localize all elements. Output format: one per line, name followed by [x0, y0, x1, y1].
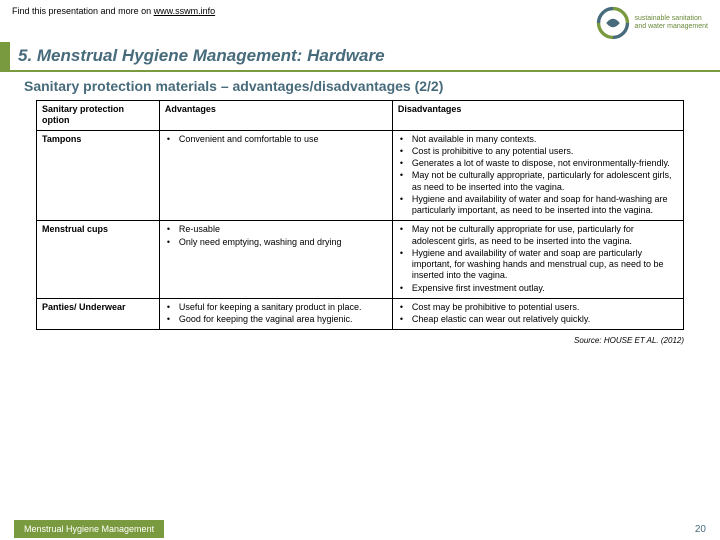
- source-link[interactable]: www.sswm.info: [154, 6, 216, 16]
- title-accent: [0, 42, 10, 72]
- list-item: Re-usable: [165, 224, 387, 235]
- subtitle: Sanitary protection materials – advantag…: [0, 78, 720, 100]
- logo: sustainable sanitation and water managem…: [596, 6, 708, 40]
- list-item: Convenient and comfortable to use: [165, 134, 387, 145]
- table-row: Tampons Convenient and comfortable to use…: [37, 130, 684, 221]
- table-header-row: Sanitary protection option Advantages Di…: [37, 101, 684, 131]
- list-item: Hygiene and availability of water and so…: [398, 248, 678, 282]
- list-item: Useful for keeping a sanitary product in…: [165, 302, 387, 313]
- list-item: Cost may be prohibitive to potential use…: [398, 302, 678, 313]
- logo-text: sustainable sanitation and water managem…: [634, 15, 708, 30]
- list-item: May not be culturally appropriate for us…: [398, 224, 678, 247]
- list-item: Expensive first investment outlay.: [398, 283, 678, 294]
- table-row: Menstrual cups Re-usable Only need emptyin…: [37, 221, 684, 299]
- advantages-cell: Re-usable Only need emptying, washing and…: [159, 221, 392, 299]
- advantages-cell: Convenient and comfortable to use: [159, 130, 392, 221]
- disadvantages-cell: May not be culturally appropriate for us…: [392, 221, 683, 299]
- col-advantages: Advantages: [159, 101, 392, 131]
- comparison-table: Sanitary protection option Advantages Di…: [36, 100, 684, 330]
- list-item: Generates a lot of waste to dispose, not…: [398, 158, 678, 169]
- header-text: Find this presentation and more on www.s…: [12, 6, 215, 16]
- list-item: Not available in many contexts.: [398, 134, 678, 145]
- option-cell: Panties/ Underwear: [37, 298, 160, 330]
- col-option: Sanitary protection option: [37, 101, 160, 131]
- table-row: Panties/ Underwear Useful for keeping a s…: [37, 298, 684, 330]
- page-number: 20: [695, 524, 706, 535]
- option-cell: Menstrual cups: [37, 221, 160, 299]
- advantages-cell: Useful for keeping a sanitary product in…: [159, 298, 392, 330]
- logo-line2: and water management: [634, 23, 708, 31]
- list-item: Cost is prohibitive to any potential use…: [398, 146, 678, 157]
- col-disadvantages: Disadvantages: [392, 101, 683, 131]
- list-item: Cheap elastic can wear out relatively qu…: [398, 314, 678, 325]
- find-text: Find this presentation and more on: [12, 6, 154, 16]
- source-citation: Source: HOUSE ET AL. (2012): [0, 330, 720, 345]
- table-container: Sanitary protection option Advantages Di…: [0, 100, 720, 330]
- list-item: Only need emptying, washing and drying: [165, 237, 387, 248]
- footer: Menstrual Hygiene Management 20: [0, 518, 720, 540]
- list-item: Good for keeping the vaginal area hygien…: [165, 314, 387, 325]
- option-cell: Tampons: [37, 130, 160, 221]
- logo-line1: sustainable sanitation: [634, 15, 708, 23]
- header: Find this presentation and more on www.s…: [0, 0, 720, 42]
- list-item: May not be culturally appropriate, parti…: [398, 170, 678, 193]
- page-title: 5. Menstrual Hygiene Management: Hardwar…: [10, 42, 720, 72]
- disadvantages-cell: Cost may be prohibitive to potential use…: [392, 298, 683, 330]
- disadvantages-cell: Not available in many contexts.Cost is p…: [392, 130, 683, 221]
- logo-icon: [596, 6, 630, 40]
- footer-label: Menstrual Hygiene Management: [14, 520, 164, 538]
- title-bar: 5. Menstrual Hygiene Management: Hardwar…: [0, 42, 720, 72]
- list-item: Hygiene and availability of water and so…: [398, 194, 678, 217]
